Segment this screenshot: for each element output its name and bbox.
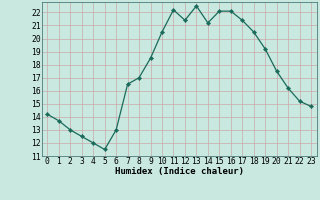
X-axis label: Humidex (Indice chaleur): Humidex (Indice chaleur) <box>115 167 244 176</box>
